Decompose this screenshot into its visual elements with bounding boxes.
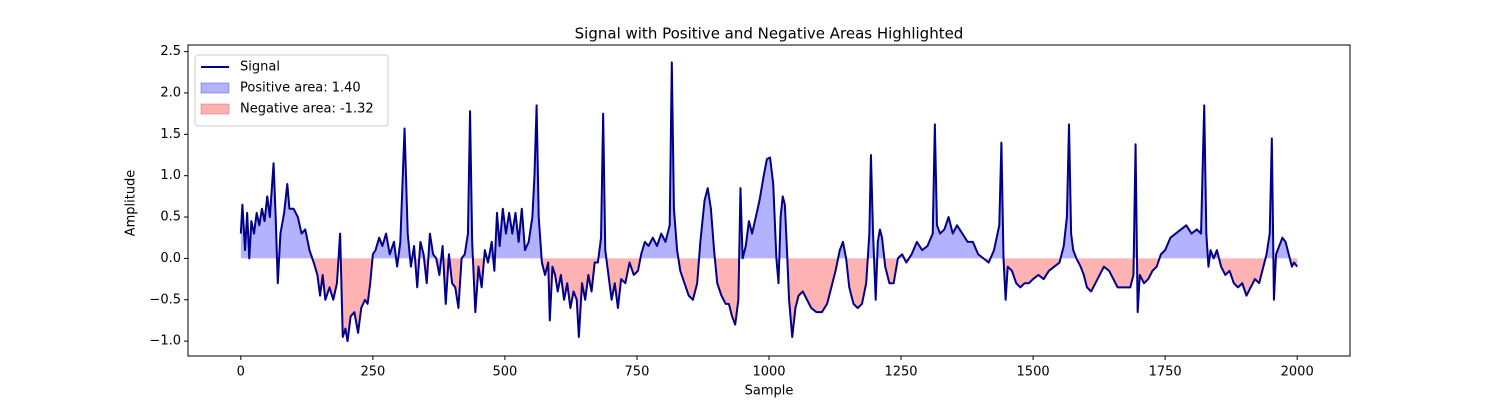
y-tick-label: 2.5 — [160, 44, 181, 59]
legend-patch — [200, 103, 230, 115]
x-tick-label: 500 — [492, 365, 517, 380]
y-tick-label: 1.0 — [160, 168, 181, 183]
x-tick-label: 1750 — [1149, 365, 1182, 380]
y-tick-label: −0.5 — [149, 292, 181, 307]
y-tick-label: 0.0 — [160, 251, 181, 266]
x-tick-label: 250 — [360, 365, 385, 380]
x-tick-label: 0 — [237, 365, 245, 380]
y-tick-label: 0.5 — [160, 210, 181, 225]
legend-label: Negative area: -1.32 — [240, 102, 374, 117]
legend-box — [194, 54, 389, 127]
x-tick-label: 1500 — [1017, 365, 1050, 380]
y-axis-label: Amplitude — [124, 170, 139, 237]
y-tick-label: 2.0 — [160, 85, 181, 100]
y-tick-label: 1.5 — [160, 127, 181, 142]
x-tick-label: 1000 — [752, 365, 785, 380]
positive-area — [240, 62, 1290, 259]
chart-title: Signal with Positive and Negative Areas … — [575, 25, 964, 43]
legend-label: Positive area: 1.40 — [240, 81, 361, 96]
x-axis-label: Sample — [745, 384, 794, 399]
legend-label: Signal — [240, 60, 280, 75]
signal-line — [239, 61, 1298, 343]
x-tick-label: 750 — [625, 365, 650, 380]
x-tick-label: 1250 — [884, 365, 917, 380]
plot-frame — [187, 44, 1351, 357]
x-tick-label: 2000 — [1281, 365, 1314, 380]
y-tick-label: −1.0 — [149, 334, 181, 349]
legend-patch — [200, 82, 230, 94]
